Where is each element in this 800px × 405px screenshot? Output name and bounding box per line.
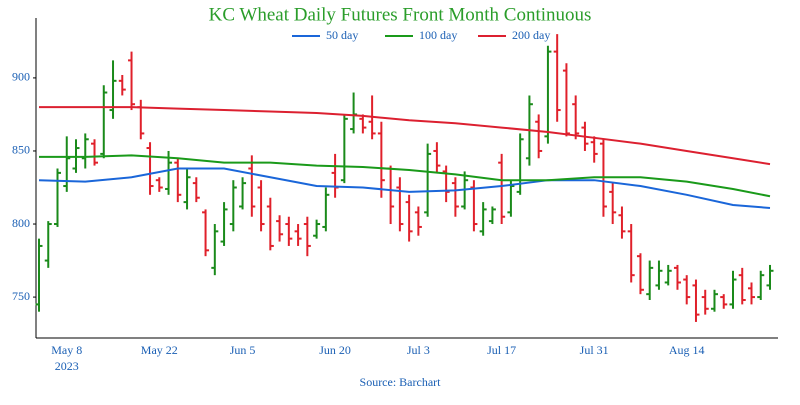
- moving-average-line: [39, 106, 771, 166]
- x-tick-label: May 22: [141, 343, 178, 357]
- y-tick-label: 900: [12, 70, 30, 84]
- x-tick-label: Jun 5: [230, 343, 256, 357]
- x-tick-label: Jun 20: [319, 343, 351, 357]
- y-tick-label: 800: [12, 216, 30, 230]
- x-tick-label: May 8: [51, 343, 82, 357]
- x-year-label: 2023: [55, 359, 79, 373]
- x-tick-label: Jul 3: [407, 343, 430, 357]
- moving-average-line: [39, 154, 771, 198]
- chart-title: KC Wheat Daily Futures Front Month Conti…: [209, 4, 592, 25]
- x-tick-label: Aug 14: [669, 343, 705, 357]
- y-tick-label: 750: [12, 289, 30, 303]
- source: Source: Barchart: [360, 375, 442, 389]
- x-tick-label: Jul 17: [487, 343, 516, 357]
- legend-label: 100 day: [419, 28, 457, 42]
- moving-average-line: [38, 167, 771, 209]
- x-tick-label: Jul 31: [580, 343, 609, 357]
- legend-label: 200 day: [512, 28, 550, 42]
- legend-label: 50 day: [326, 28, 358, 42]
- y-tick-label: 850: [12, 143, 30, 157]
